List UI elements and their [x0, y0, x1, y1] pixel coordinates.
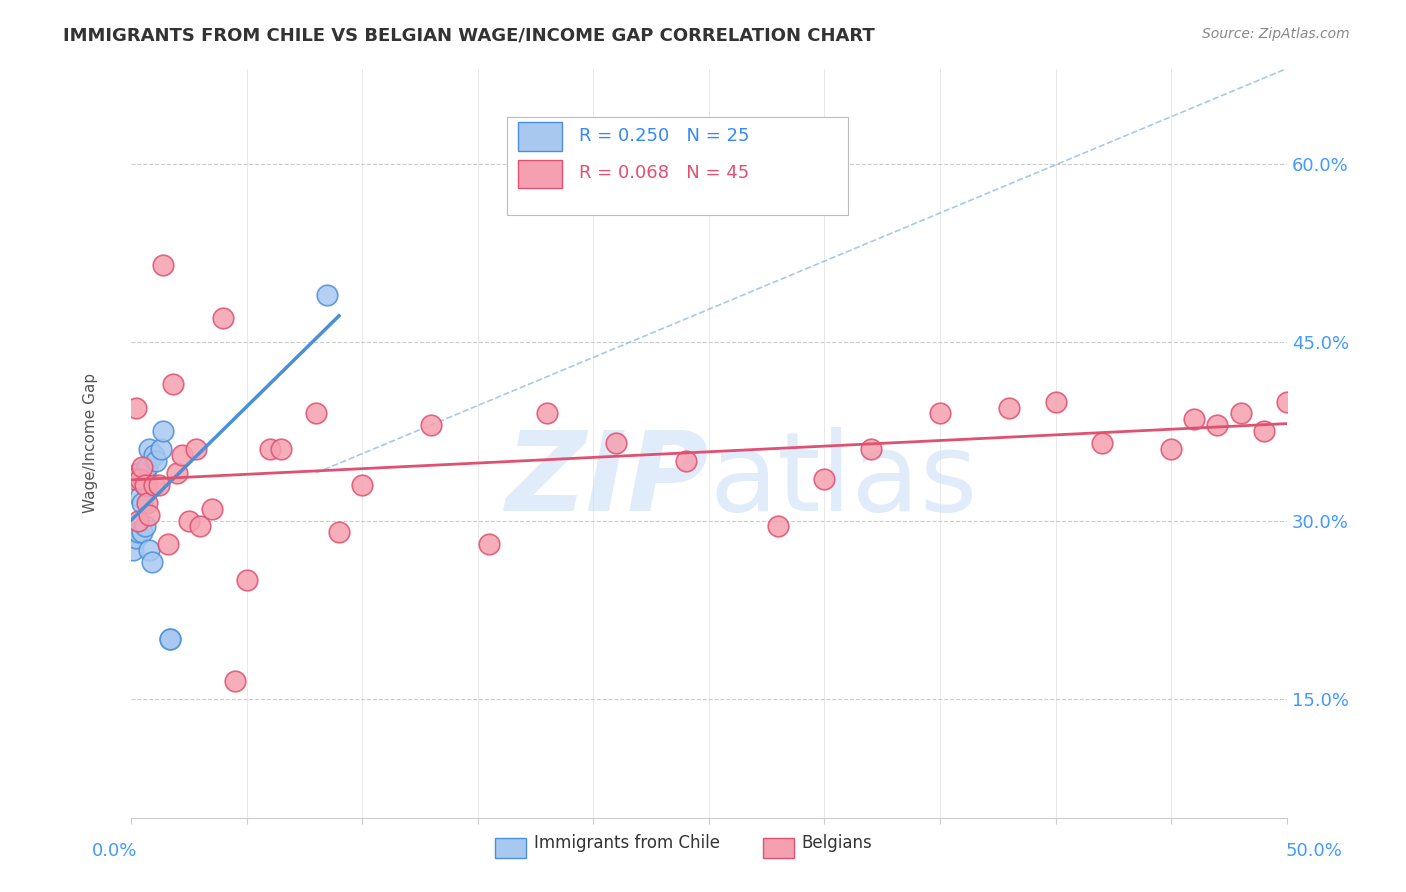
Point [159, 632, 181, 647]
Point [134, 466, 156, 480]
Point [1275, 394, 1298, 409]
Point [235, 573, 257, 587]
Point [170, 448, 193, 462]
Point [184, 442, 207, 457]
Text: ZIP: ZIP [505, 427, 709, 534]
Point [122, 543, 145, 558]
Point [156, 537, 179, 551]
Text: R = 0.068   N = 45: R = 0.068 N = 45 [579, 164, 749, 183]
Point [1253, 425, 1275, 439]
Point [148, 478, 170, 492]
Point [145, 454, 167, 468]
Point [929, 407, 952, 421]
Point [152, 258, 174, 272]
Point [138, 543, 160, 558]
Point [141, 555, 163, 569]
Point [224, 674, 246, 689]
Point [1182, 412, 1205, 426]
Point [136, 496, 159, 510]
Text: Wage/Income Gap: Wage/Income Gap [83, 373, 98, 513]
Point [270, 442, 292, 457]
Point [129, 472, 152, 486]
Point [768, 519, 790, 533]
Point [129, 490, 152, 504]
Text: IMMIGRANTS FROM CHILE VS BELGIAN WAGE/INCOME GAP CORRELATION CHART: IMMIGRANTS FROM CHILE VS BELGIAN WAGE/IN… [63, 27, 875, 45]
Text: Belgians: Belgians [801, 834, 872, 852]
Text: 0.0%: 0.0% [91, 842, 136, 860]
Point [420, 418, 443, 433]
Point [122, 472, 145, 486]
Point [201, 501, 224, 516]
Point [131, 472, 153, 486]
Point [1160, 442, 1182, 457]
Point [136, 478, 159, 492]
Point [134, 519, 156, 533]
Point [316, 287, 339, 301]
Point [1091, 436, 1114, 450]
Point [1206, 418, 1229, 433]
Point [127, 525, 149, 540]
Point [134, 478, 156, 492]
Point [159, 632, 181, 647]
Point [605, 436, 627, 450]
Text: 50.0%: 50.0% [1286, 842, 1343, 860]
Text: Source: ZipAtlas.com: Source: ZipAtlas.com [1202, 27, 1350, 41]
Point [212, 311, 235, 326]
FancyBboxPatch shape [519, 122, 562, 151]
Point [328, 525, 350, 540]
Point [143, 448, 166, 462]
Point [813, 472, 835, 486]
Point [124, 472, 146, 486]
Point [536, 407, 558, 421]
FancyBboxPatch shape [506, 117, 848, 215]
Point [136, 460, 159, 475]
Point [1045, 394, 1067, 409]
Point [143, 478, 166, 492]
Point [131, 496, 153, 510]
Point [131, 525, 153, 540]
Point [131, 460, 153, 475]
Point [177, 514, 200, 528]
FancyBboxPatch shape [519, 160, 562, 188]
Point [352, 478, 374, 492]
Point [188, 519, 211, 533]
Point [1229, 407, 1251, 421]
Point [998, 401, 1021, 415]
Point [138, 442, 160, 457]
Text: R = 0.250   N = 25: R = 0.250 N = 25 [579, 127, 749, 145]
Point [859, 442, 882, 457]
Point [124, 401, 146, 415]
Point [162, 376, 184, 391]
Point [134, 478, 156, 492]
Point [478, 537, 501, 551]
Point [127, 466, 149, 480]
Text: Immigrants from Chile: Immigrants from Chile [534, 834, 720, 852]
Point [150, 442, 173, 457]
Point [152, 425, 174, 439]
Text: atlas: atlas [709, 427, 977, 534]
Point [166, 466, 188, 480]
Point [305, 407, 328, 421]
Point [259, 442, 281, 457]
Point [675, 454, 697, 468]
Point [129, 466, 152, 480]
Point [127, 514, 149, 528]
Point [124, 532, 146, 546]
Point [138, 508, 160, 522]
